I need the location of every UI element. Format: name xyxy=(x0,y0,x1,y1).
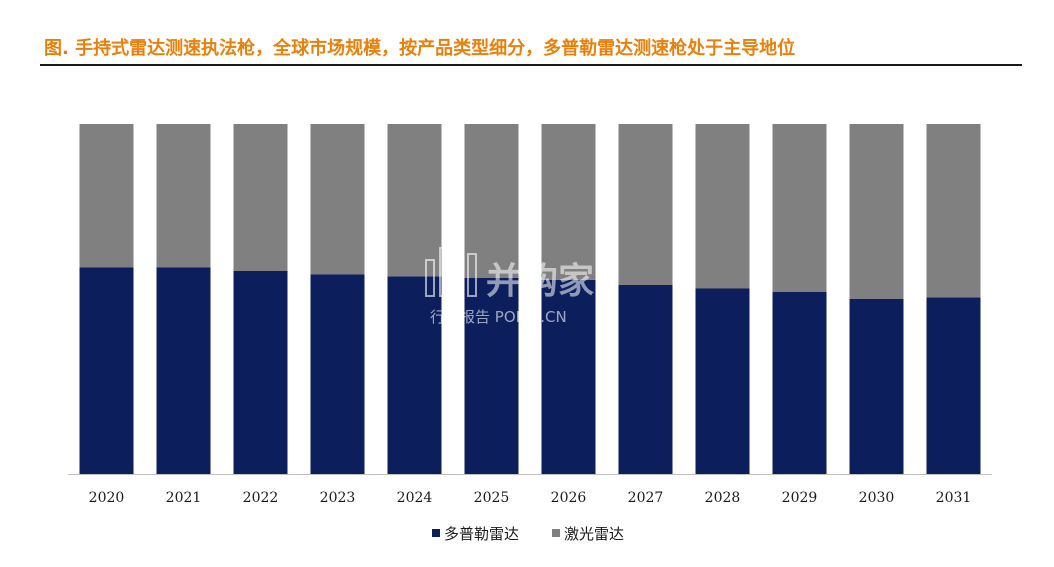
bar-doppler-2031 xyxy=(926,297,981,475)
legend-label-doppler: 多普勒雷达 xyxy=(444,525,519,543)
watermark-subtitle: 行业报告 POIPO.CN xyxy=(430,308,567,326)
bar-laser-2024 xyxy=(387,124,442,277)
bar-laser-2026 xyxy=(541,124,596,280)
bar-laser-2030 xyxy=(849,124,904,299)
watermark-brand: 并购家 xyxy=(486,261,594,302)
x-tick-label: 2028 xyxy=(705,490,741,506)
x-tick-label: 2021 xyxy=(166,490,202,506)
legend-swatch-laser xyxy=(552,529,560,537)
bar-laser-2022 xyxy=(233,124,288,271)
bar-laser-2028 xyxy=(695,124,750,289)
bar-laser-2021 xyxy=(156,124,211,268)
bar-doppler-2021 xyxy=(156,267,211,474)
bar-laser-2027 xyxy=(618,124,673,285)
x-tick-label: 2026 xyxy=(551,490,587,506)
x-tick-label: 2022 xyxy=(243,490,279,506)
watermark: 并购家 行业报告 POIPO.CN xyxy=(425,247,594,326)
bar-laser-2023 xyxy=(310,124,365,275)
bar-doppler-2027 xyxy=(618,285,673,474)
x-tick-label: 2023 xyxy=(320,490,356,506)
bar-doppler-2029 xyxy=(772,292,827,474)
watermark-logo-icon xyxy=(425,247,477,297)
x-tick-label: 2027 xyxy=(628,490,664,506)
bar-doppler-2026 xyxy=(541,279,596,475)
x-tick-label: 2030 xyxy=(859,490,895,506)
bars-group xyxy=(79,124,981,475)
bar-doppler-2023 xyxy=(310,274,365,474)
title-divider xyxy=(40,64,1022,66)
legend-swatch-doppler xyxy=(432,529,440,537)
bar-doppler-2024 xyxy=(387,276,442,475)
bar-doppler-2020 xyxy=(79,267,134,474)
x-tick-label: 2024 xyxy=(397,490,433,506)
chart-title: 图. 手持式雷达测速执法枪，全球市场规模，按产品类型细分，多普勒雷达测速枪处于主… xyxy=(44,38,796,59)
bar-laser-2020 xyxy=(79,124,134,268)
x-tick-label: 2029 xyxy=(782,490,818,506)
x-tick-label: 2031 xyxy=(936,490,972,506)
x-tick-label: 2025 xyxy=(474,490,510,506)
bar-doppler-2030 xyxy=(849,299,904,474)
bar-laser-2031 xyxy=(926,124,981,298)
bar-doppler-2028 xyxy=(695,288,750,474)
bar-doppler-2025 xyxy=(464,278,519,474)
bar-doppler-2022 xyxy=(233,271,288,474)
bar-laser-2025 xyxy=(464,124,519,278)
bar-laser-2029 xyxy=(772,124,827,292)
x-tick-label: 2020 xyxy=(89,490,125,506)
legend: 多普勒雷达 激光雷达 xyxy=(432,525,624,543)
x-tick-labels: 2020 2021 2022 2023 2024 2025 2026 2027 2028 2029… xyxy=(89,490,972,506)
legend-label-laser: 激光雷达 xyxy=(564,525,624,543)
